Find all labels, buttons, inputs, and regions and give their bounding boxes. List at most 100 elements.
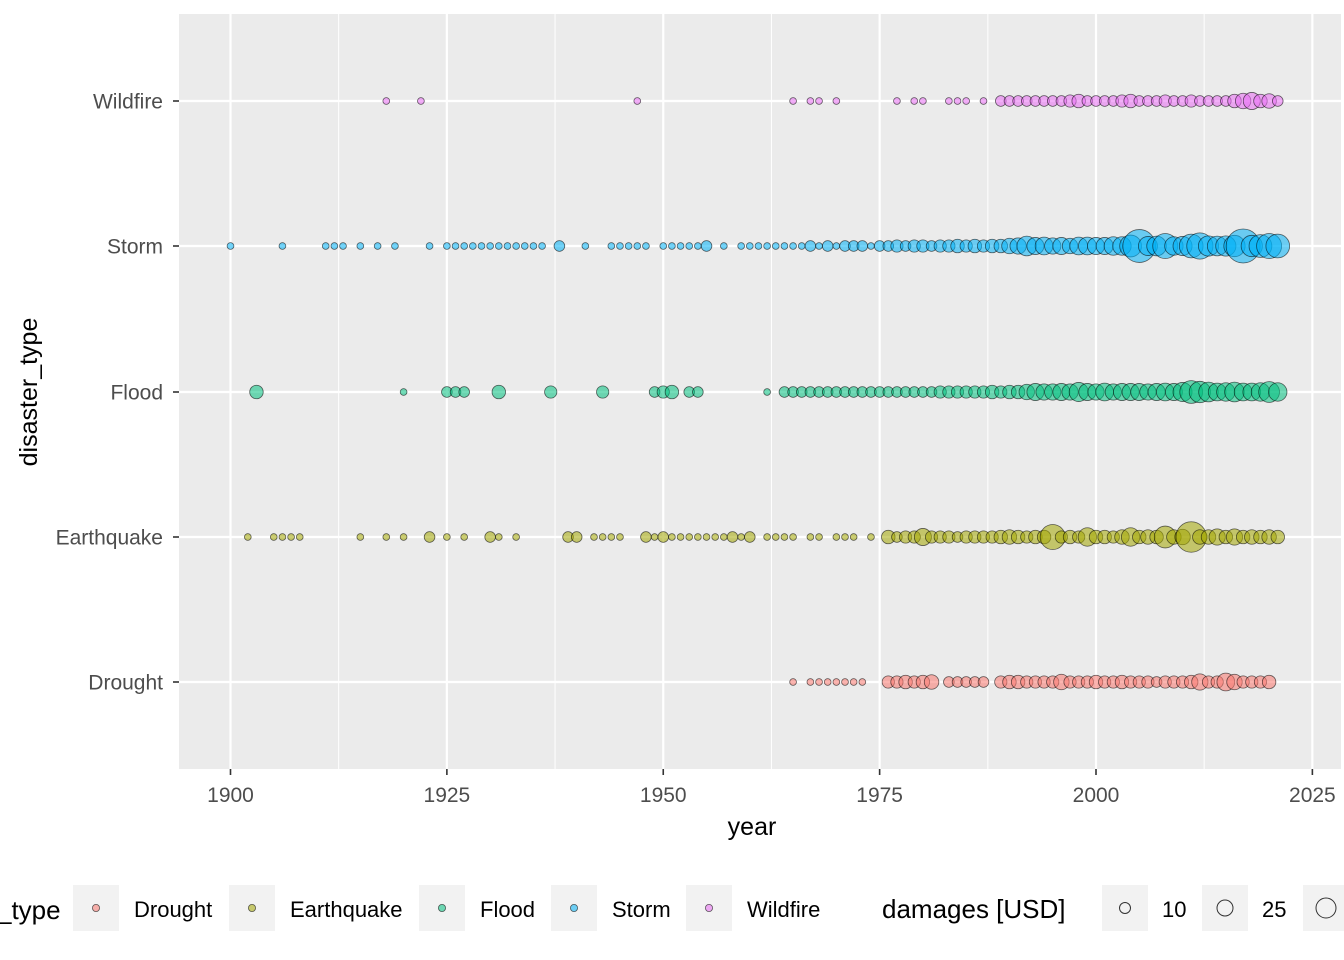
point-storm — [1265, 233, 1291, 259]
legend-label-storm: Storm — [612, 897, 671, 922]
series-wildfire — [382, 92, 1284, 110]
point-storm — [503, 242, 512, 250]
point-storm — [754, 242, 763, 250]
point-earthquake — [443, 533, 451, 541]
point-earthquake — [607, 533, 616, 541]
point-storm — [520, 242, 529, 250]
point-storm — [642, 242, 650, 250]
point-earthquake — [806, 533, 815, 541]
point-storm — [339, 242, 347, 250]
point-storm — [676, 242, 685, 250]
legend-label-wildfire: Wildfire — [747, 897, 820, 922]
point-storm — [797, 242, 806, 250]
point-storm — [607, 242, 616, 250]
point-storm — [832, 242, 841, 250]
legend-size-label: 10 — [1162, 897, 1186, 922]
point-storm — [278, 242, 287, 250]
point-storm — [771, 242, 780, 250]
series-storm — [226, 228, 1291, 264]
point-storm — [356, 242, 365, 250]
point-storm — [538, 242, 546, 250]
point-storm — [659, 242, 668, 250]
point-earthquake — [616, 533, 624, 541]
point-storm — [451, 242, 460, 250]
point-storm — [789, 242, 797, 250]
point-storm — [469, 242, 477, 250]
point-storm — [443, 242, 451, 250]
point-wildfire — [979, 97, 988, 105]
legend-swatch-wildfire — [705, 904, 714, 913]
point-wildfire — [417, 97, 425, 105]
point-wildfire — [806, 97, 815, 105]
x-tick-label: 1925 — [424, 784, 471, 807]
point-flood — [596, 385, 610, 399]
point-flood — [664, 384, 680, 400]
point-storm — [867, 242, 875, 250]
point-wildfire — [945, 97, 953, 105]
point-earthquake — [287, 533, 295, 541]
x-tick-label: 2000 — [1073, 784, 1120, 807]
point-drought — [849, 678, 858, 686]
point-storm — [581, 242, 590, 250]
point-storm — [685, 242, 694, 250]
point-earthquake — [720, 533, 728, 541]
point-drought — [806, 678, 815, 686]
point-earthquake — [382, 533, 391, 541]
point-storm — [694, 242, 702, 250]
x-tick-label: 1900 — [207, 784, 254, 807]
point-earthquake — [685, 533, 694, 541]
point-earthquake — [598, 533, 607, 541]
series-earthquake — [244, 521, 1285, 553]
data-points — [226, 92, 1291, 692]
legend-size-key — [1303, 885, 1344, 931]
point-earthquake — [832, 533, 841, 541]
legend-swatch-storm — [570, 904, 579, 913]
legend-label-drought: Drought — [134, 897, 212, 922]
point-flood — [692, 386, 704, 398]
point-storm — [700, 240, 713, 252]
point-wildfire — [962, 97, 970, 105]
y-axis-ticks: Drought Earthquake Flood Storm Wildfire — [56, 91, 179, 695]
point-storm — [477, 242, 486, 250]
point-earthquake — [640, 531, 652, 543]
point-earthquake — [676, 533, 685, 541]
legend-size-key — [1102, 885, 1148, 931]
point-earthquake — [1270, 529, 1285, 545]
series-drought — [789, 672, 1277, 692]
point-flood — [249, 384, 264, 400]
point-storm — [737, 242, 745, 250]
point-earthquake — [815, 533, 823, 541]
point-drought — [823, 678, 832, 686]
point-earthquake — [295, 533, 304, 541]
point-earthquake — [841, 533, 849, 541]
point-earthquake — [244, 533, 252, 541]
point-wildfire — [815, 97, 823, 105]
point-storm — [745, 242, 754, 250]
point-storm — [553, 240, 566, 252]
point-wildfire — [633, 97, 642, 105]
legend-swatch-flood — [437, 904, 446, 913]
y-tick-label: Drought — [88, 672, 163, 695]
x-axis-title: year — [728, 813, 777, 841]
point-drought — [923, 674, 940, 690]
point-storm — [460, 242, 468, 250]
point-earthquake — [460, 533, 468, 541]
point-flood — [491, 384, 506, 400]
point-storm — [815, 242, 823, 250]
point-earthquake — [356, 533, 365, 541]
point-wildfire — [919, 97, 927, 105]
point-earthquake — [657, 531, 669, 543]
point-wildfire — [832, 97, 841, 105]
y-tick-label: Flood — [110, 382, 163, 405]
point-storm — [616, 242, 624, 250]
legend-size-label: 25 — [1262, 897, 1286, 922]
point-storm — [856, 240, 869, 252]
point-drought — [858, 678, 867, 686]
point-storm — [720, 242, 728, 250]
point-earthquake — [849, 533, 858, 541]
point-flood — [544, 385, 558, 399]
point-earthquake — [590, 533, 598, 541]
point-storm — [821, 240, 834, 252]
point-storm — [373, 242, 382, 250]
